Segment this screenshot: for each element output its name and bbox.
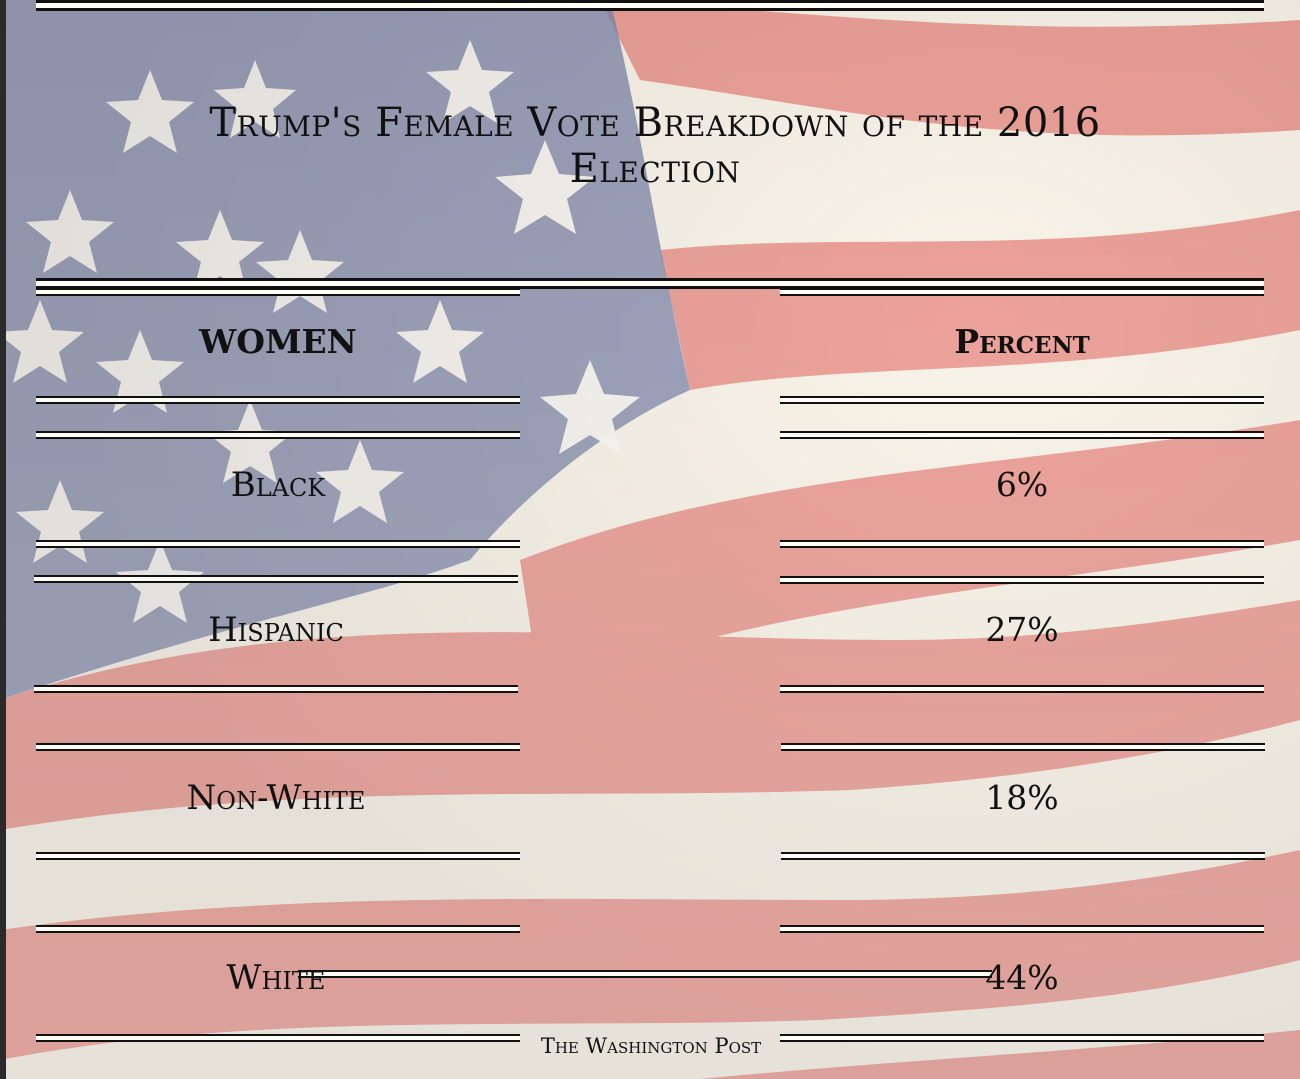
col1-rule [36,288,520,296]
column-header-percent: Percent [954,322,1090,361]
row-value-non-white: 18% [985,778,1059,817]
col1-rule [36,852,520,860]
source-credit: The Washington Post [540,1034,762,1058]
col1-rule [34,685,518,693]
col1-rule [36,431,520,439]
col2-rule [780,396,1264,404]
col2-rule [780,576,1264,584]
col1-rule [36,743,520,751]
col2-rule [781,743,1265,751]
col2-rule [780,288,1264,296]
col2-rule [781,852,1265,860]
col1-rule [36,1034,520,1042]
row-label-hispanic: Hispanic [208,610,344,650]
row-label-non-white: Non-White [186,778,366,818]
row-value-hispanic: 27% [985,610,1059,649]
row-value-white: 44% [985,958,1059,997]
row-label-black: Black [230,465,326,505]
col2-rule [780,431,1264,439]
col1-rule [36,925,520,933]
col2-rule [780,540,1264,548]
row-label-white: White [226,958,326,998]
col2-rule [780,925,1264,933]
column-header-women: WOMEN [199,322,357,361]
overlay-rule [298,970,992,978]
col2-rule [780,685,1264,693]
row-value-black: 6% [995,465,1049,504]
col1-rule [34,575,518,583]
table-top-rule [36,278,1264,289]
col2-rule [780,1034,1264,1042]
chart-title: Trump's Female Vote Breakdown of the 201… [209,100,1101,192]
top-rule [36,0,1264,11]
col1-rule [36,396,520,404]
left-border [0,0,6,1079]
col1-rule [36,540,520,548]
